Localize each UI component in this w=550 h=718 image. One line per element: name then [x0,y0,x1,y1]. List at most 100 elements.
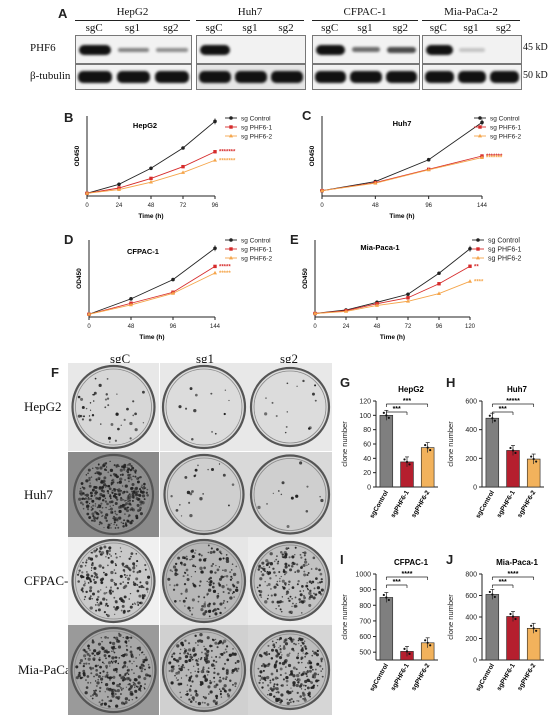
colony [296,563,299,566]
colony [308,427,311,430]
colony [257,667,260,670]
colony [97,678,100,681]
colony [201,701,204,704]
panel-label-b: B [64,110,74,125]
data-point [213,264,217,269]
colony [94,503,97,505]
colony [274,676,278,680]
colony [306,485,309,488]
colony [302,652,304,654]
colony [104,683,109,687]
colony [125,564,129,569]
colony [116,498,119,501]
colony [123,490,126,494]
colony [103,476,107,480]
dish-rim [249,366,331,448]
colony [288,599,291,603]
colony [138,487,142,491]
colony [229,679,232,682]
colony [215,697,218,700]
colony [209,644,212,648]
colony [133,564,136,567]
x-tick-label: sgControl [369,489,391,519]
colony [135,657,138,659]
colony [209,681,212,685]
colony [132,684,135,686]
x-tick-label: 24 [116,203,123,209]
colony [122,505,125,509]
colony [302,684,305,687]
colony [258,584,261,587]
colony [115,524,118,526]
colony [111,656,115,660]
colony [78,492,81,495]
dish-inner-rim [253,633,327,707]
colony [224,569,227,572]
colony [186,652,189,655]
colony [114,692,117,696]
colony [143,676,147,681]
colony [85,559,88,561]
colony [85,561,88,564]
lane-label: sg2 [163,22,179,34]
data-point [406,292,410,297]
colony [130,555,132,558]
colony [291,555,295,559]
colony [297,580,300,583]
data-point [181,146,185,150]
chart-title: CFPAC-1 [394,558,429,567]
tubulin-blot [312,64,420,90]
colony [203,602,206,606]
colony [270,657,274,660]
colony [119,505,123,509]
colony [321,668,324,670]
colony [191,598,195,602]
replicate-point [514,451,517,455]
colony [187,668,190,671]
colony [204,696,207,700]
x-tick-label: sgControl [369,662,391,692]
colony [82,672,86,676]
colony [180,665,184,669]
colony [87,472,89,475]
colony [93,549,97,553]
colony [259,593,262,597]
colony [96,598,99,601]
data-point [129,297,133,301]
series-line [321,155,483,192]
colony [128,699,130,701]
colony [79,492,84,496]
colony [204,601,206,603]
colony [91,488,95,492]
colony [288,691,292,695]
colony [288,580,291,584]
colony [114,553,117,555]
colony [126,506,129,509]
colony [231,563,234,565]
colony [308,659,311,663]
colony [180,677,183,679]
colony [133,672,135,674]
colony [261,686,264,689]
colony [278,662,282,665]
colony [87,576,90,580]
replicate-point [488,590,491,594]
colony [140,663,144,667]
colony [126,471,130,474]
colony [109,699,113,703]
colony [136,491,138,493]
colony [87,647,90,650]
colony [265,675,270,680]
colony [292,666,296,670]
colony [116,606,120,610]
colony [236,659,240,663]
colony [203,566,206,570]
colony [189,492,193,496]
colony [101,566,105,569]
colony [180,641,184,645]
colony [98,701,101,704]
colony [288,652,291,655]
lane-label: sg1 [242,22,258,34]
colony [88,654,91,657]
colony [257,505,261,510]
